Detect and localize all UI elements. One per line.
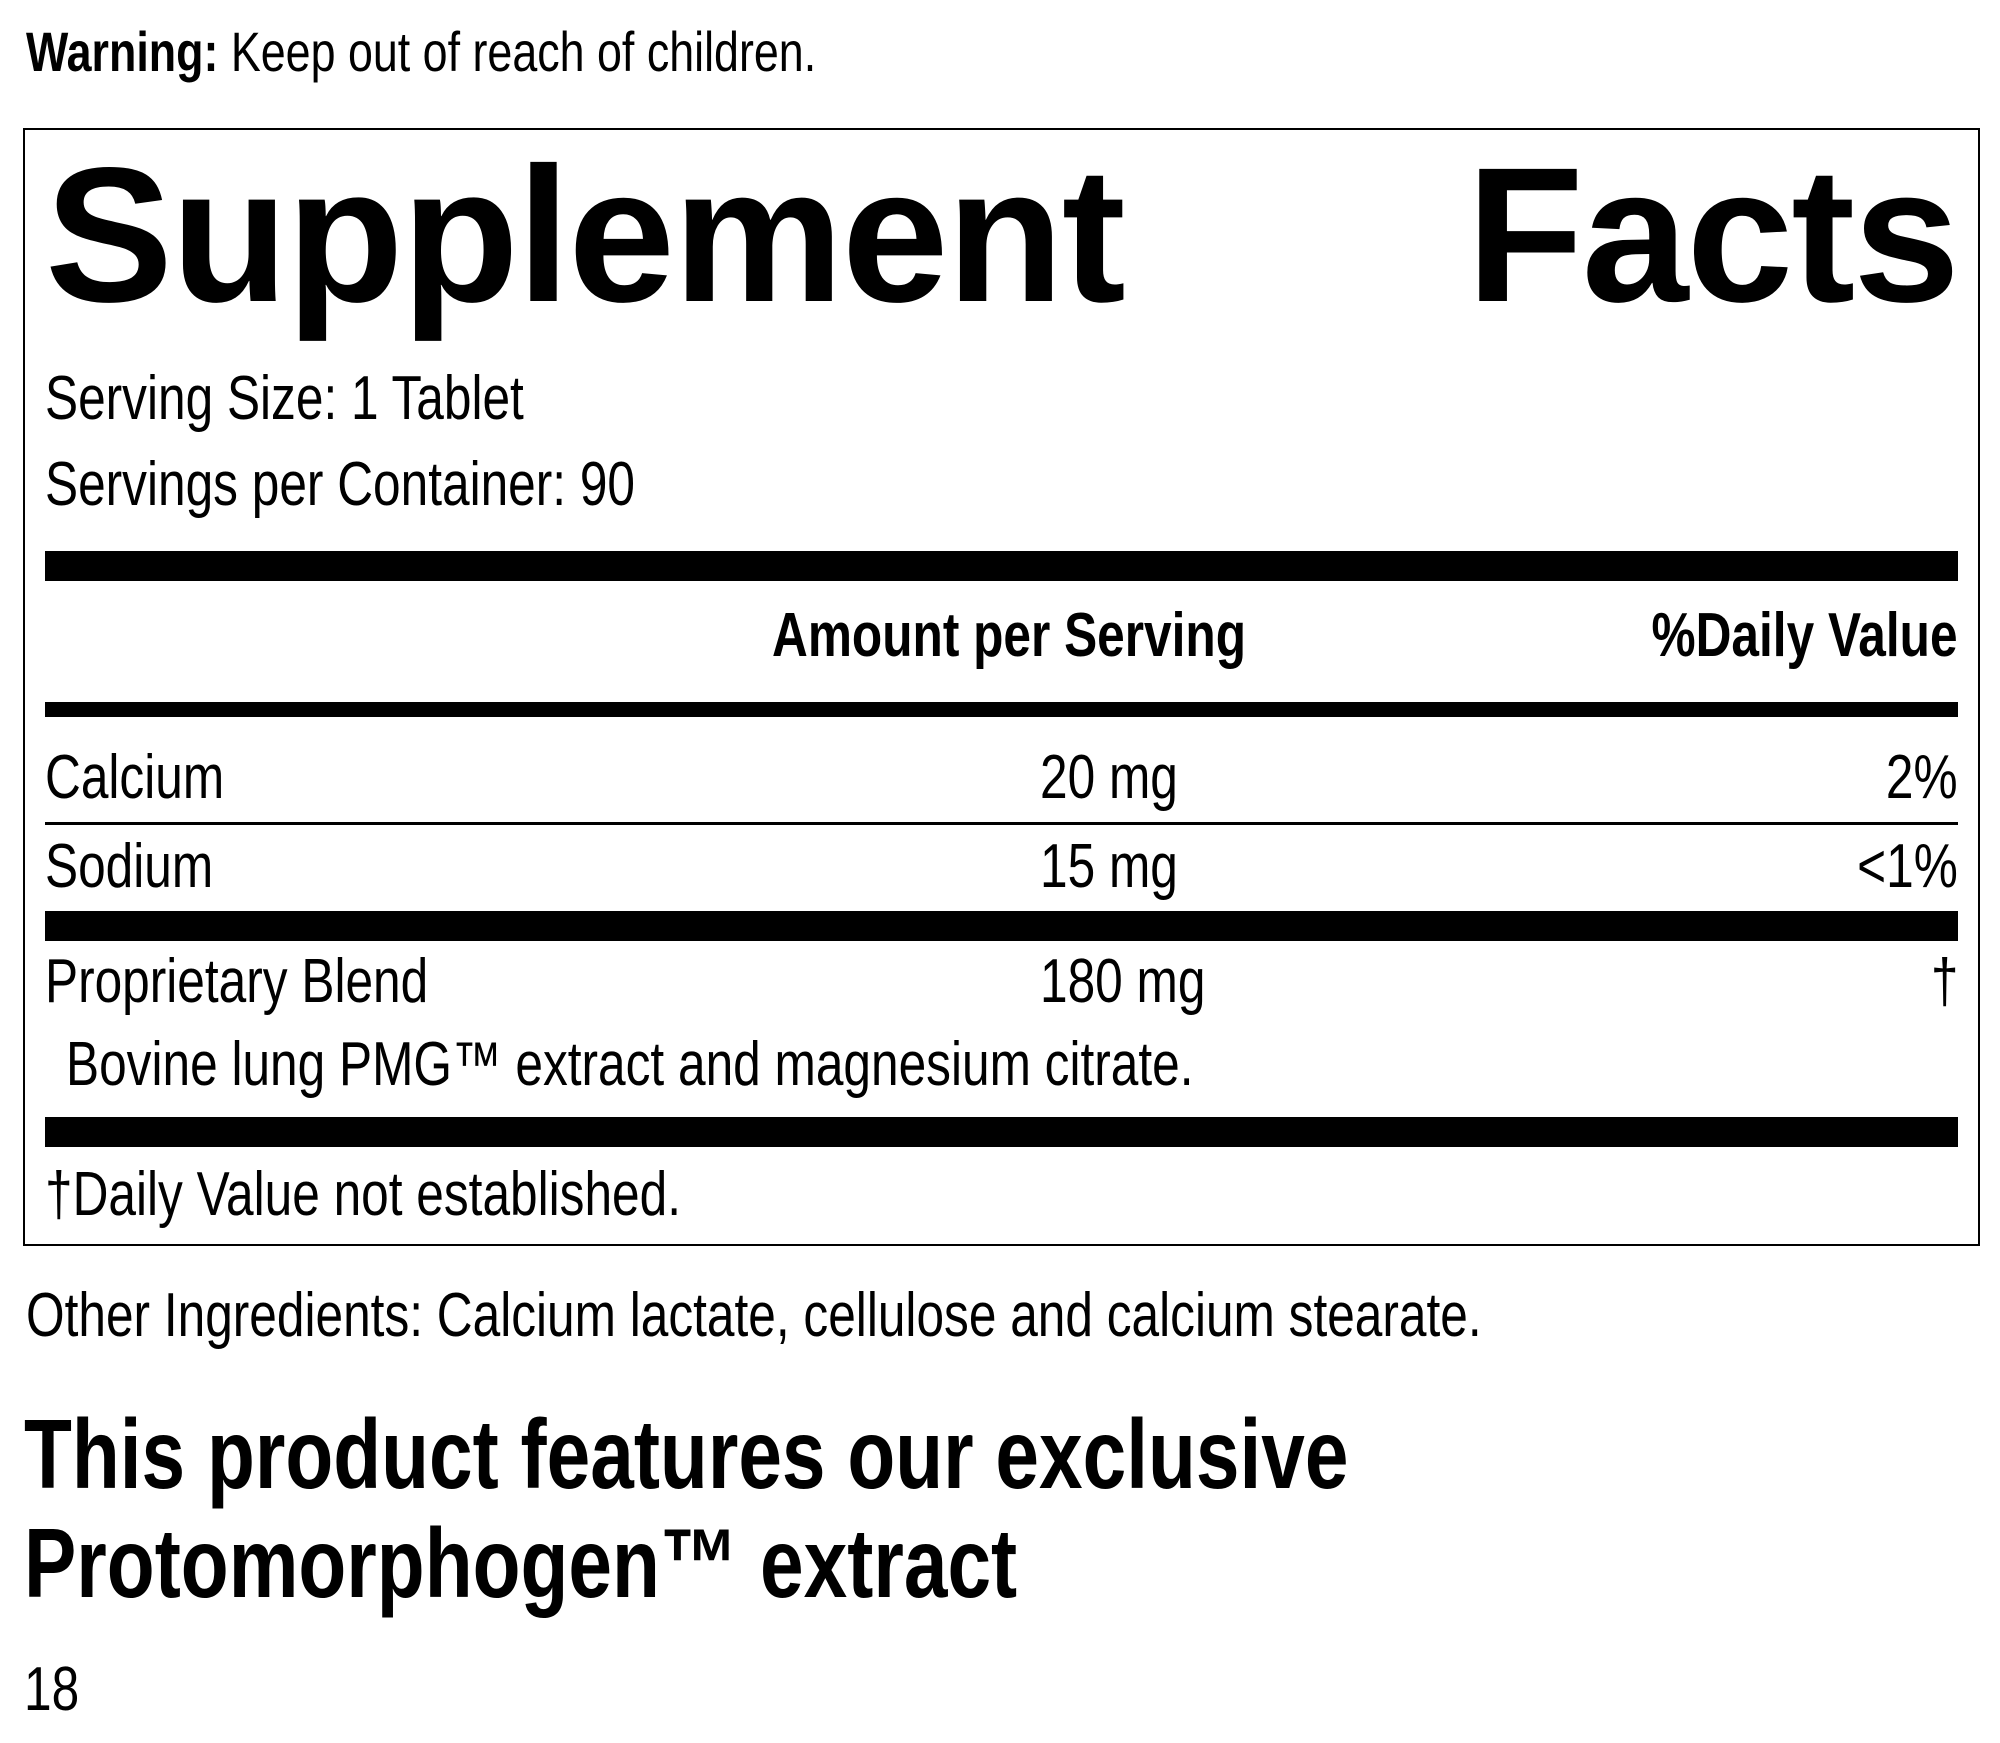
feature-line-2: Protomorphogen™ extract <box>24 1508 1018 1618</box>
nutrient-dv: 2% <box>1886 743 1958 812</box>
warning: Warning: Keep out of reach of children. <box>26 20 1014 84</box>
nutrient-name: Proprietary Blend <box>45 947 429 1016</box>
serving-size: Serving Size: 1 Tablet <box>45 364 524 433</box>
footnote: †Daily Value not established. <box>45 1160 682 1229</box>
nutrient-amount: 180 mg <box>1040 947 1206 1016</box>
title-word-supplement: Supplement <box>45 127 1126 342</box>
feature-line-1: This product features our exclusive <box>24 1399 1349 1509</box>
nutrient-name: Sodium <box>45 832 214 901</box>
nutrient-name: Calcium <box>45 743 225 812</box>
divider-thin <box>45 822 1958 825</box>
servings-per-container: Servings per Container: 90 <box>45 450 636 519</box>
divider-thick <box>45 911 1958 941</box>
divider-medium <box>45 702 1958 717</box>
warning-label: Warning: <box>26 20 219 83</box>
nutrient-amount: 15 mg <box>1040 832 1178 901</box>
nutrient-amount: 20 mg <box>1040 743 1178 812</box>
nutrient-dv: † <box>1930 947 1958 1016</box>
nutrient-dv: <1% <box>1857 832 1958 901</box>
divider-thick <box>45 1117 1958 1147</box>
other-ingredients: Other Ingredients: Calcium lactate, cell… <box>26 1281 1482 1350</box>
blend-ingredients: Bovine lung PMG™ extract and magnesium c… <box>66 1030 1194 1099</box>
title-word-facts: Facts <box>1466 127 1960 342</box>
header-amount: Amount per Serving <box>772 601 1247 670</box>
facts-title: Supplement Facts <box>45 127 1960 342</box>
divider-thick <box>45 551 1958 581</box>
page-number: 18 <box>24 1655 80 1724</box>
warning-text: Keep out of reach of children. <box>218 20 817 83</box>
supplement-facts-panel <box>23 128 1980 1246</box>
header-daily-value: %Daily Value <box>1651 601 1958 670</box>
